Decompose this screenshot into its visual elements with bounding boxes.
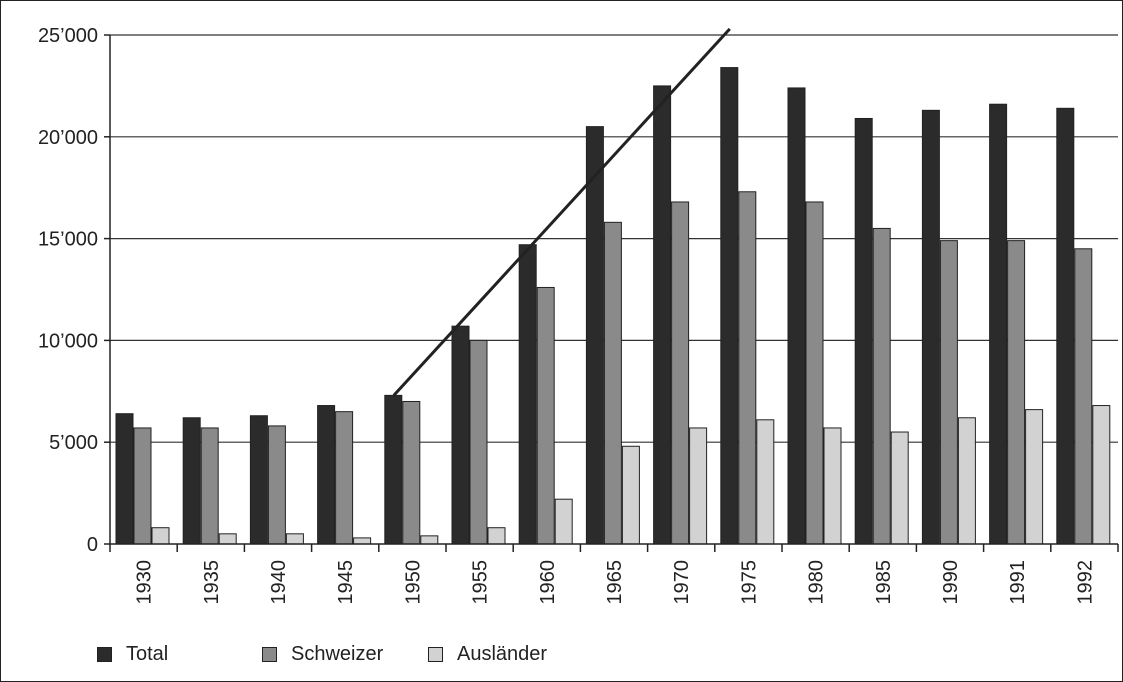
bar-auslaender-1950 <box>420 535 439 545</box>
legend-label-total: Total <box>126 642 169 665</box>
legend-swatch-total <box>97 646 112 662</box>
x-tick-label: 1935 <box>201 560 223 605</box>
bar-total-1990 <box>921 109 940 545</box>
x-tick-label: 1970 <box>671 560 693 605</box>
bar-total-1960 <box>518 244 537 545</box>
y-tick-label: 10’000 <box>38 330 98 352</box>
bar-schweizer-1955 <box>469 339 488 545</box>
legend-swatch-schweizer <box>262 646 277 662</box>
bar-schweizer-1965 <box>603 221 622 545</box>
bar-schweizer-1960 <box>536 286 555 545</box>
legend-swatch-auslaender <box>428 646 443 662</box>
x-tick-label: 1985 <box>873 560 895 605</box>
trend-line <box>392 27 731 397</box>
bar-auslaender-1992 <box>1092 405 1111 545</box>
x-tick-label: 1980 <box>806 560 828 605</box>
bar-auslaender-1935 <box>218 533 237 545</box>
bar-total-1980 <box>787 87 806 545</box>
trend-line-segment <box>392 27 731 397</box>
bar-auslaender-1985 <box>890 431 909 545</box>
bar-schweizer-1930 <box>133 427 152 545</box>
bar-total-1935 <box>182 417 201 545</box>
y-tick-label: 25’000 <box>38 25 98 47</box>
y-tick-label: 5’000 <box>49 432 98 454</box>
bar-schweizer-1945 <box>335 411 354 545</box>
x-tick-label: 1990 <box>940 560 962 605</box>
x-tick-label: 1955 <box>470 560 492 605</box>
x-tick-label: 1940 <box>268 560 290 605</box>
x-tick-labels: 1930 1935 1940 1945 1950 1955 1960 1965 1970 1975… <box>134 560 1097 605</box>
bar-total-1950 <box>384 394 403 545</box>
bar-auslaender-1980 <box>823 427 842 545</box>
legend-item-schweizer: Schweizer <box>262 643 383 665</box>
bar-auslaender-1955 <box>487 527 506 545</box>
bar-schweizer-1970 <box>671 201 690 545</box>
x-tick-label: 1965 <box>604 560 626 605</box>
bar-auslaender-1990 <box>957 417 976 545</box>
x-tick-label: 1991 <box>1007 560 1029 605</box>
bar-auslaender-1991 <box>1025 409 1044 545</box>
x-tick-label: 1950 <box>402 560 424 605</box>
bar-total-1945 <box>317 405 336 545</box>
x-tick-label: 1975 <box>738 560 760 605</box>
y-tick-label: 15’000 <box>38 229 98 251</box>
bar-schweizer-1935 <box>200 427 219 545</box>
legend-label-schweizer: Schweizer <box>291 642 384 665</box>
bar-total-1970 <box>653 85 672 545</box>
bar-auslaender-1945 <box>353 537 372 545</box>
axes <box>104 34 1119 552</box>
bar-auslaender-1965 <box>621 445 640 545</box>
bar-auslaender-1960 <box>554 498 573 545</box>
bar-schweizer-1985 <box>872 227 891 545</box>
bar-schweizer-1992 <box>1074 248 1093 545</box>
legend-label-auslaender: Ausländer <box>457 642 548 665</box>
bar-total-1991 <box>989 103 1008 545</box>
y-tick-label: 20’000 <box>38 127 98 149</box>
y-tick-labels: 0 5’000 10’000 15’000 20’000 25’000 <box>38 25 98 556</box>
bar-total-1930 <box>115 413 134 545</box>
y-tick-label: 0 <box>87 534 98 556</box>
legend-item-total: Total <box>97 643 168 665</box>
x-tick-label: 1945 <box>335 560 357 605</box>
bar-auslaender-1970 <box>689 427 708 545</box>
bar-total-1940 <box>249 415 268 545</box>
bar-schweizer-1950 <box>402 400 421 545</box>
bars <box>115 67 1111 545</box>
legend-item-auslaender: Ausländer <box>428 643 547 665</box>
bar-schweizer-1975 <box>738 191 757 545</box>
bar-total-1975 <box>720 67 739 545</box>
bar-total-1985 <box>854 117 873 545</box>
bar-schweizer-1940 <box>267 425 286 545</box>
bar-auslaender-1975 <box>756 419 775 545</box>
x-tick-label: 1992 <box>1074 560 1096 605</box>
bar-schweizer-1990 <box>939 240 958 545</box>
bar-auslaender-1930 <box>151 527 170 545</box>
bar-schweizer-1991 <box>1007 240 1026 545</box>
bar-total-1992 <box>1056 107 1075 545</box>
bar-schweizer-1980 <box>805 201 824 545</box>
bar-auslaender-1940 <box>285 533 304 545</box>
x-tick-label: 1960 <box>537 560 559 605</box>
bar-total-1955 <box>451 325 470 545</box>
bar-total-1965 <box>585 126 604 545</box>
x-tick-label: 1930 <box>134 560 156 605</box>
